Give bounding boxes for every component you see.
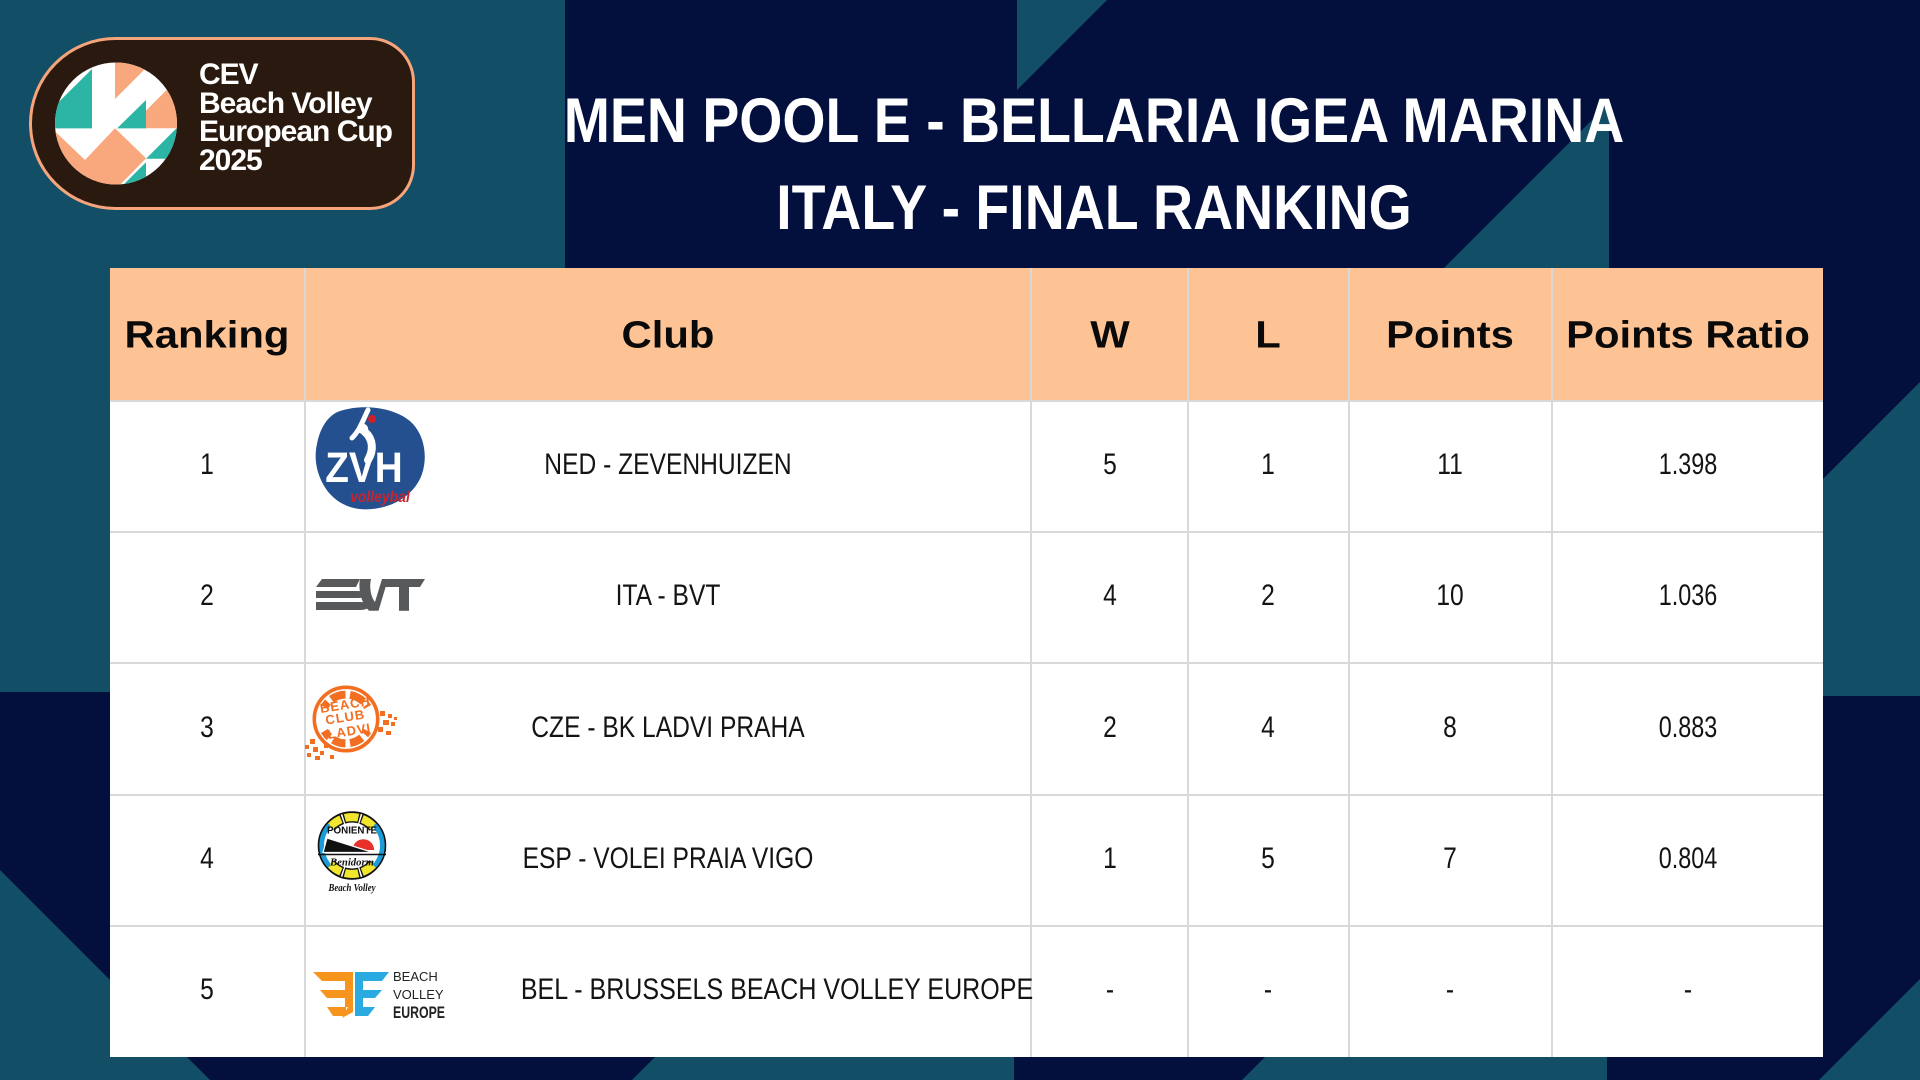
svg-text:CLUB: CLUB [324,707,366,728]
svg-text:VOLLEY: VOLLEY [393,987,444,1002]
svg-text:Beach Volley: Beach Volley [328,883,376,894]
svg-text:BEACH: BEACH [393,969,438,984]
svg-text:LADVI: LADVI [326,720,372,742]
svg-text:Benidorm: Benidorm [329,857,374,869]
svg-text:volleybal: volleybal [350,489,411,506]
svg-text:ZVH: ZVH [325,443,402,491]
svg-text:PONIENTE: PONIENTE [327,826,377,837]
svg-text:EUROPE: EUROPE [393,1003,445,1022]
